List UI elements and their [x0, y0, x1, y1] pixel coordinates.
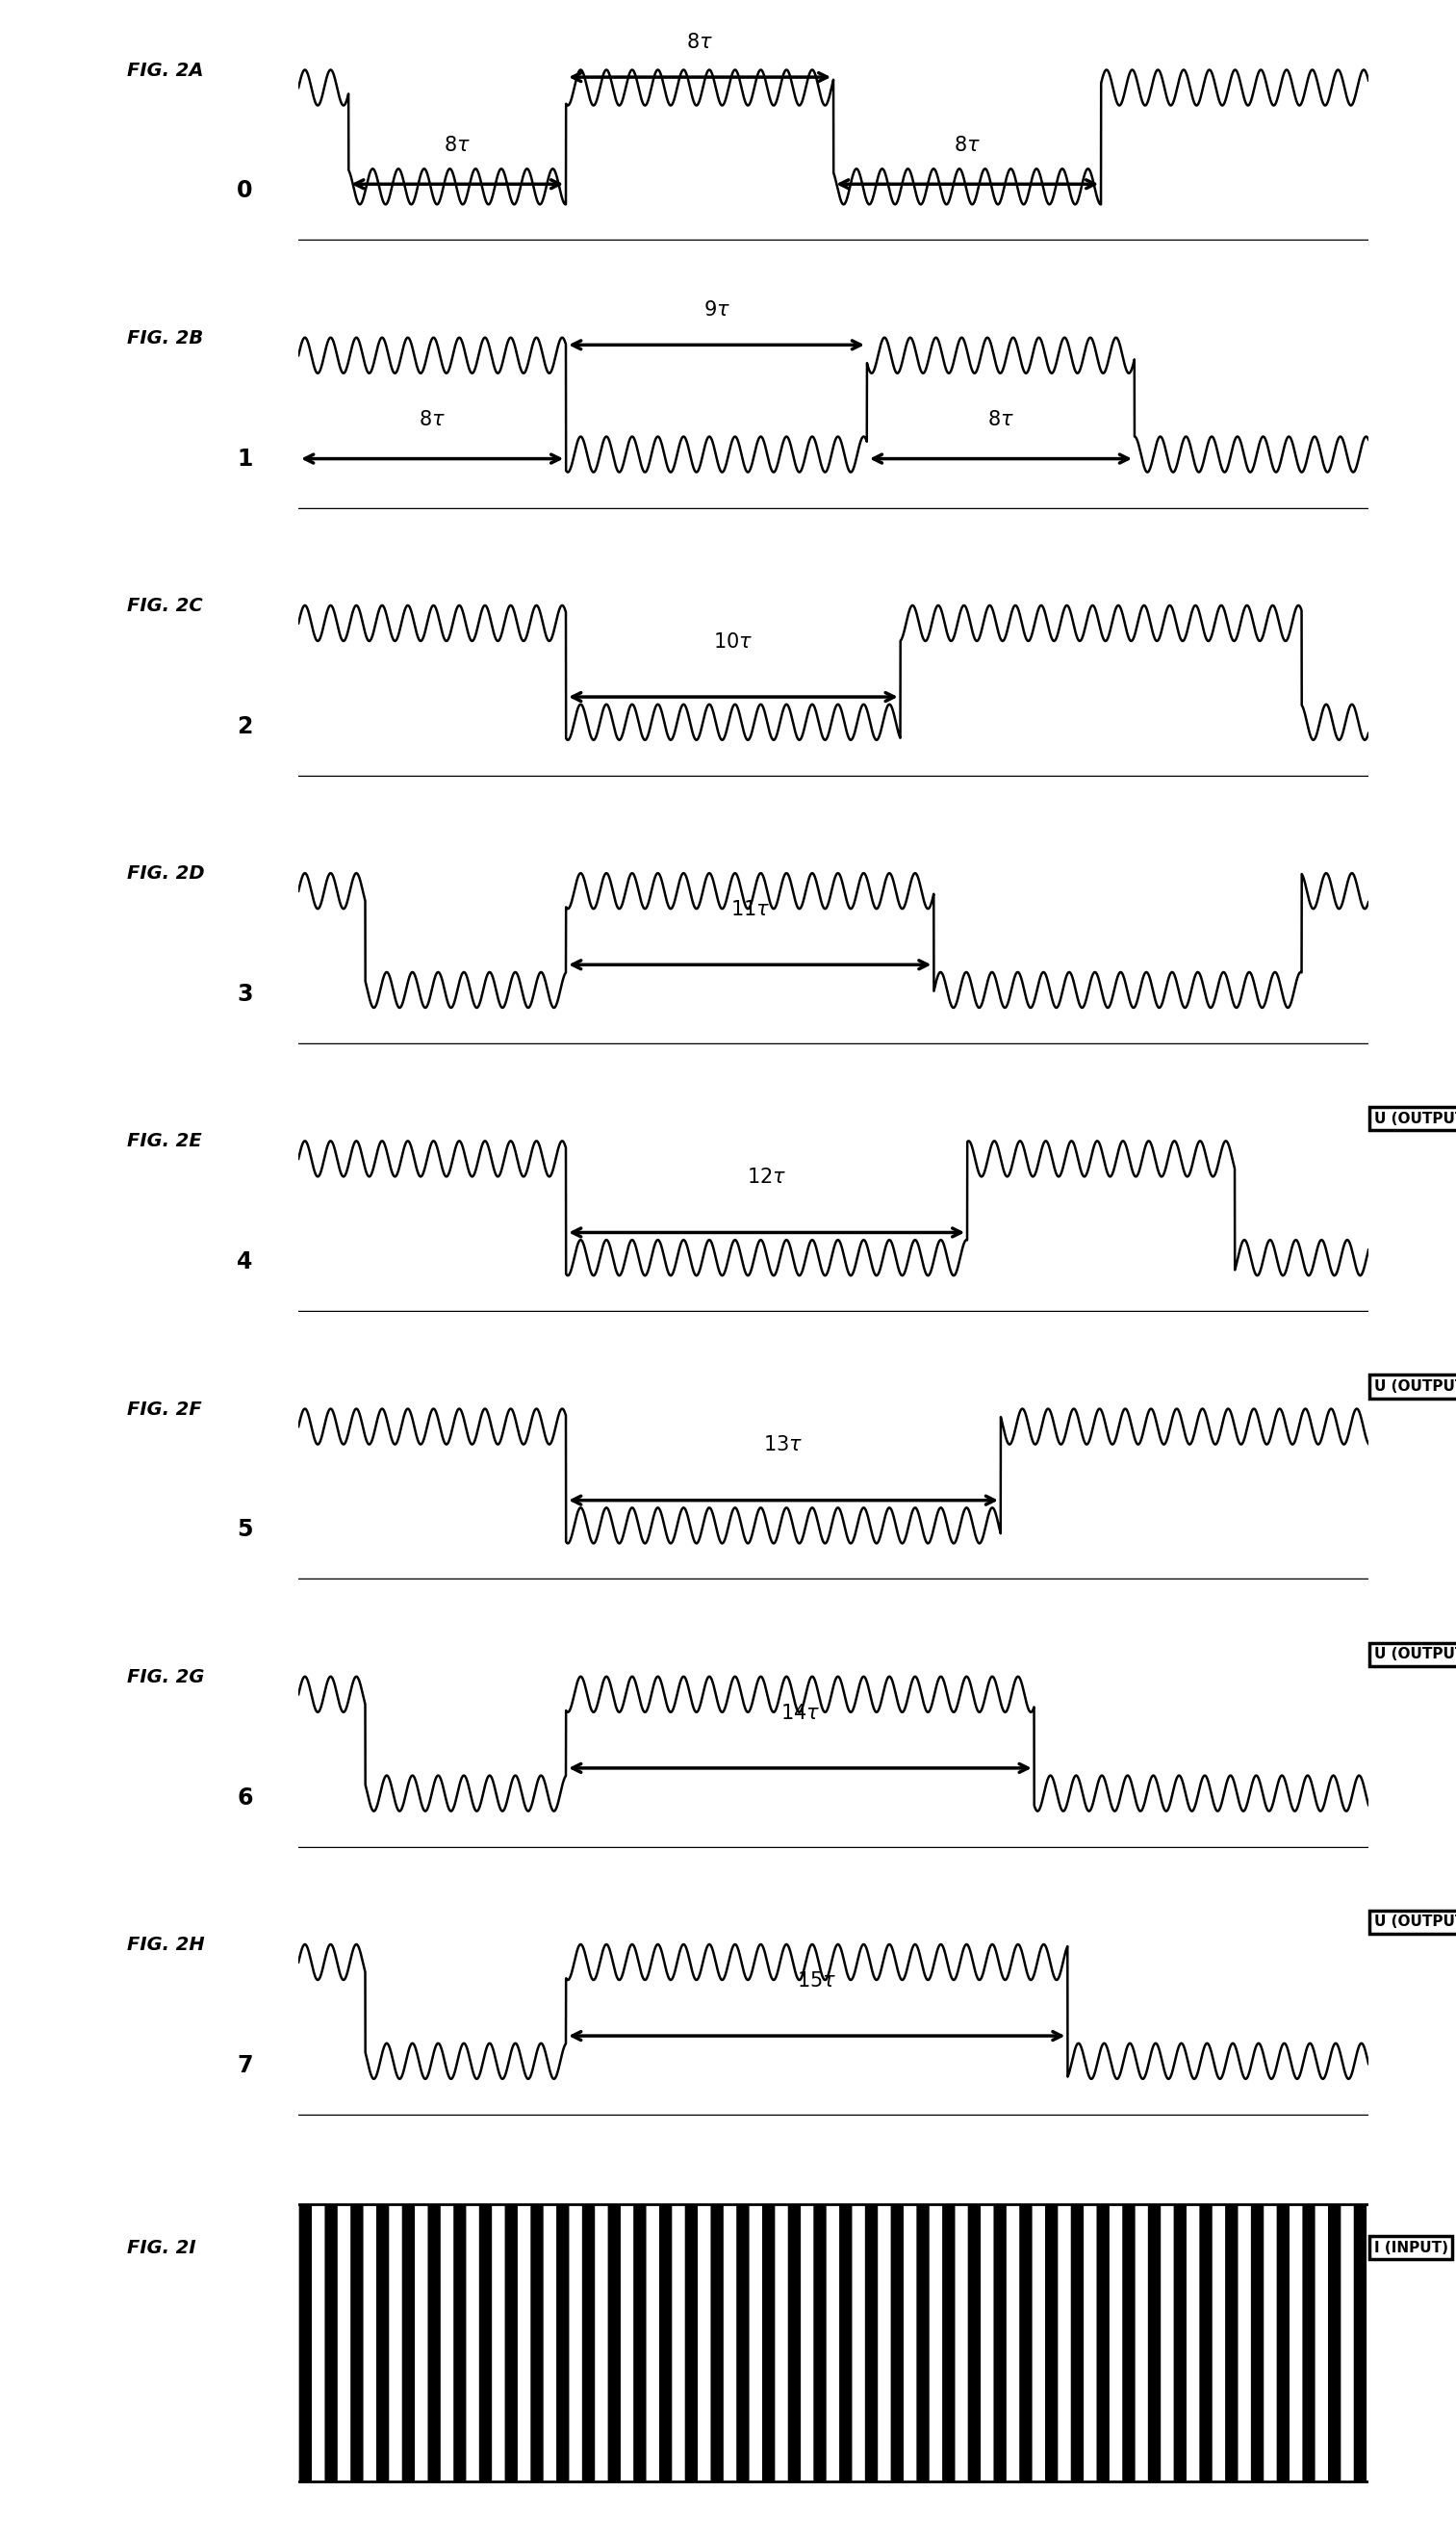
Text: $10\tau$: $10\tau$	[713, 631, 753, 651]
Text: 2: 2	[237, 715, 253, 738]
Text: FIG. 2F: FIG. 2F	[127, 1399, 202, 1420]
Text: $15\tau$: $15\tau$	[796, 1972, 837, 1989]
Text: 6: 6	[237, 1786, 253, 1809]
Text: FIG. 2D: FIG. 2D	[127, 865, 205, 883]
Text: 7: 7	[237, 2053, 253, 2076]
Text: U (OUTPUT): U (OUTPUT)	[1374, 1379, 1456, 1394]
Text: 1: 1	[237, 448, 253, 471]
Text: FIG. 2B: FIG. 2B	[127, 328, 204, 346]
Text: FIG. 2I: FIG. 2I	[127, 2239, 197, 2257]
Text: 4: 4	[237, 1252, 253, 1275]
Text: 5: 5	[237, 1519, 253, 1542]
Text: $8\tau$: $8\tau$	[444, 135, 470, 155]
Text: U (OUTPUT): U (OUTPUT)	[1374, 1916, 1456, 1928]
Text: $9\tau$: $9\tau$	[703, 300, 729, 321]
Text: FIG. 2A: FIG. 2A	[127, 61, 204, 79]
Text: FIG. 2C: FIG. 2C	[127, 598, 202, 616]
Text: 0: 0	[237, 181, 253, 204]
Text: $11\tau$: $11\tau$	[729, 901, 770, 918]
Text: U (OUTPUT): U (OUTPUT)	[1374, 1112, 1456, 1127]
Text: $14\tau$: $14\tau$	[780, 1704, 820, 1722]
Text: $12\tau$: $12\tau$	[747, 1168, 786, 1188]
Text: $8\tau$: $8\tau$	[987, 410, 1015, 430]
Text: FIG. 2E: FIG. 2E	[127, 1132, 202, 1150]
Text: I (INPUT): I (INPUT)	[1374, 2241, 1449, 2254]
Text: $8\tau$: $8\tau$	[419, 410, 446, 430]
Text: $8\tau$: $8\tau$	[686, 33, 713, 51]
Text: $13\tau$: $13\tau$	[763, 1435, 804, 1455]
Text: FIG. 2G: FIG. 2G	[127, 1669, 205, 1687]
Text: 3: 3	[237, 982, 253, 1005]
Text: U (OUTPUT): U (OUTPUT)	[1374, 1646, 1456, 1661]
Text: FIG. 2H: FIG. 2H	[127, 1936, 205, 1954]
Text: $8\tau$: $8\tau$	[954, 135, 981, 155]
